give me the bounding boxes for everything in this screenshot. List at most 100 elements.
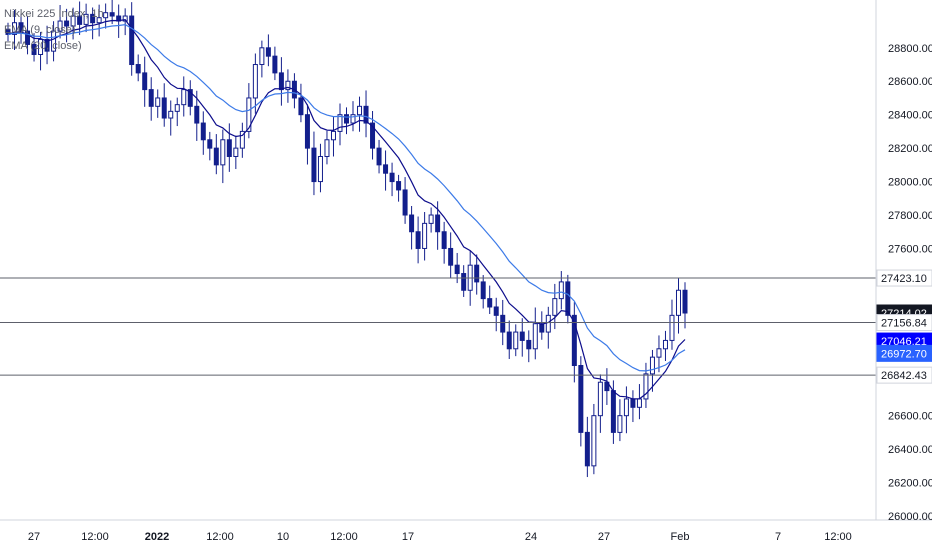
candle-body: [597, 381, 603, 417]
price-label: 26842.43: [881, 370, 927, 382]
candle-body: [70, 15, 76, 27]
candle-body: [591, 415, 597, 467]
y-tick-label: 26400.00: [888, 444, 932, 456]
candle-body: [519, 331, 525, 341]
candle-body: [383, 164, 389, 174]
candle-body: [565, 281, 571, 316]
candle-body: [142, 72, 148, 91]
candle-body: [643, 373, 649, 400]
ema9-line: [7, 19, 686, 400]
candle-body: [220, 139, 226, 166]
candle-body: [513, 331, 519, 350]
candle-body: [135, 64, 141, 74]
candle-body: [259, 47, 265, 66]
candle-body: [350, 114, 356, 124]
candle-body: [474, 264, 480, 283]
candle-body: [623, 398, 629, 417]
y-tick-label: 28400.00: [888, 110, 932, 122]
candle-body: [500, 314, 506, 333]
candle-body: [239, 130, 245, 149]
x-tick-label: 12:00: [81, 531, 109, 543]
y-tick-label: 28600.00: [888, 76, 932, 88]
candle-body: [344, 114, 349, 124]
y-tick-label: 28200.00: [888, 143, 932, 155]
candle-body: [409, 214, 415, 233]
candle-body: [330, 130, 336, 141]
chart-title: Nikkei 225 Index, 1h: [4, 8, 104, 20]
candle-body: [656, 348, 662, 358]
candle-body: [161, 97, 167, 119]
candle-body: [370, 122, 376, 149]
legend-ema20: EMA (20, close): [4, 40, 82, 52]
ema20-line: [7, 23, 686, 372]
x-tick-label: Feb: [671, 531, 690, 543]
candle-body: [5, 28, 11, 35]
candle-body: [454, 264, 460, 275]
candle-body: [506, 331, 512, 350]
candle-body: [480, 281, 486, 300]
candle-body: [402, 189, 408, 216]
candle-body: [285, 80, 291, 91]
x-tick-label: 12:00: [824, 531, 852, 543]
candle-body: [649, 356, 655, 375]
candle-body: [571, 314, 577, 367]
candle-body: [103, 12, 109, 19]
candle-body: [448, 247, 454, 266]
candle-body: [578, 365, 584, 433]
price-label-box: [876, 269, 932, 287]
candle-body: [181, 89, 187, 106]
candle-body: [337, 114, 343, 132]
candle-body: [252, 64, 258, 99]
candle-body: [83, 13, 89, 25]
candle-body: [324, 139, 330, 157]
candle-body: [422, 222, 428, 249]
candle-body: [428, 214, 434, 224]
candle-body: [278, 72, 284, 91]
candle-body: [233, 147, 239, 157]
price-label: 26972.70: [881, 348, 927, 360]
candle-body: [148, 89, 154, 107]
y-tick-label: 28800.00: [888, 43, 932, 55]
candle-body: [357, 105, 363, 116]
candle-body: [155, 97, 161, 107]
candle-body: [77, 15, 83, 25]
candle-body: [630, 398, 636, 408]
candle-body: [57, 20, 63, 32]
candle-body: [64, 20, 70, 27]
candle-body: [493, 306, 499, 316]
candle-body: [675, 289, 681, 316]
candle-body: [662, 339, 668, 350]
price-label-box: [876, 344, 932, 362]
candle-body: [174, 104, 180, 112]
candle-body: [539, 323, 545, 333]
candle-body: [617, 415, 623, 433]
x-tick-label: 24: [525, 531, 537, 543]
x-tick-label: 7: [775, 531, 781, 543]
y-tick-label: 26000.00: [888, 511, 932, 523]
y-tick-label: 26600.00: [888, 411, 932, 423]
y-tick-label: 26200.00: [888, 478, 932, 490]
candle-body: [317, 155, 323, 183]
candle-body: [38, 38, 44, 55]
candle-body: [213, 147, 219, 166]
candle-body: [389, 172, 395, 183]
candle-body: [461, 273, 467, 291]
candle-body: [25, 30, 31, 45]
x-tick-label: 2022: [145, 531, 169, 543]
x-tick-label: 17: [402, 531, 414, 543]
candle-body: [610, 390, 616, 433]
candle-body: [669, 314, 675, 341]
candle-body: [304, 114, 310, 149]
candle-body: [584, 431, 590, 467]
candle-body: [44, 38, 50, 52]
price-label: 27423.10: [881, 273, 927, 285]
candle-body: [109, 12, 115, 17]
candle-body: [636, 398, 642, 408]
candle-body: [441, 231, 447, 249]
candle-body: [226, 139, 232, 157]
x-tick-label: 10: [277, 531, 289, 543]
candle-body: [311, 147, 317, 183]
x-tick-label: 27: [598, 531, 610, 543]
